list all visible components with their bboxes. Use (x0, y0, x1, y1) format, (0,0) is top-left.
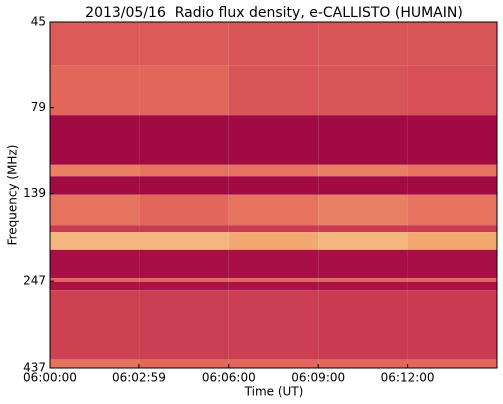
heat-cell (50, 281, 140, 291)
heat-cell (318, 232, 408, 250)
y-tick-label: 79 (31, 100, 46, 114)
heat-cell (50, 164, 140, 177)
x-tick-label: 06:12:00 (381, 371, 435, 385)
heat-cell (139, 164, 229, 177)
heat-cell (139, 359, 229, 368)
y-tick-label: 437 (23, 361, 46, 375)
heat-cell (228, 115, 319, 165)
heat-cell (139, 194, 229, 226)
heat-cell (50, 249, 140, 279)
heat-cell (139, 290, 229, 360)
heat-cell (228, 65, 319, 116)
heat-cell (139, 278, 229, 282)
heat-cell (407, 232, 497, 250)
heat-cell (228, 164, 319, 177)
heat-cell (50, 290, 140, 360)
heat-cell (318, 281, 408, 291)
y-tick-label: 139 (23, 186, 46, 200)
heat-cell (228, 194, 319, 226)
heat-cell (228, 249, 319, 279)
heat-cell (407, 22, 497, 66)
heat-cell (318, 194, 408, 226)
plot-frame (49, 21, 498, 369)
heat-cell (50, 359, 140, 368)
heat-cell (50, 225, 140, 233)
heat-cell (407, 65, 497, 116)
heat-cell (139, 249, 229, 279)
heat-cell (318, 65, 408, 116)
heat-cell (228, 290, 319, 360)
heat-cell (228, 176, 319, 195)
heat-cell (318, 176, 408, 195)
heat-cell (50, 65, 140, 116)
heat-cell (407, 194, 497, 226)
heat-cell (139, 225, 229, 233)
heat-cell (228, 359, 319, 368)
heat-cell (407, 176, 497, 195)
heat-cell (407, 290, 497, 360)
heat-cell (139, 65, 229, 116)
heat-cell (139, 176, 229, 195)
heat-cell (228, 232, 319, 250)
x-tick-label: 06:09:00 (291, 371, 345, 385)
heat-cell (318, 164, 408, 177)
heat-cell (50, 194, 140, 226)
heat-cell (228, 278, 319, 282)
heat-cell (407, 278, 497, 282)
heat-cell (318, 290, 408, 360)
heat-cell (407, 281, 497, 291)
x-axis-label: Time (UT) (244, 385, 304, 399)
chart-title: 2013/05/16 Radio flux density, e-CALLIST… (85, 5, 463, 21)
y-tick-label: 45 (31, 15, 46, 29)
y-tick-label: 247 (23, 274, 46, 288)
heat-cell (50, 278, 140, 282)
x-tick-label: 06:00:00 (23, 371, 77, 385)
heat-cell (407, 225, 497, 233)
heat-cell (228, 281, 319, 291)
heat-cell (139, 281, 229, 291)
heat-cell (318, 249, 408, 279)
heat-cell (407, 164, 497, 177)
heat-cell (50, 176, 140, 195)
heat-cell (228, 22, 319, 66)
heat-cell (318, 278, 408, 282)
heat-cell (318, 115, 408, 165)
x-tick-label: 06:02:59 (112, 371, 166, 385)
heat-cell (228, 225, 319, 233)
x-tick-label: 06:06:00 (202, 371, 256, 385)
heat-cell (318, 359, 408, 368)
y-axis-label: Frequency (MHz) (6, 145, 20, 246)
heat-cell (407, 249, 497, 279)
heat-cell (139, 232, 229, 250)
heat-cell (50, 22, 140, 66)
heat-cell (50, 115, 140, 165)
heat-cell (139, 115, 229, 165)
heat-cell (50, 232, 140, 250)
heat-cell (407, 359, 497, 368)
heat-cell (318, 225, 408, 233)
heat-cell (139, 22, 229, 66)
heat-cell (407, 115, 497, 165)
heat-cell (318, 22, 408, 66)
